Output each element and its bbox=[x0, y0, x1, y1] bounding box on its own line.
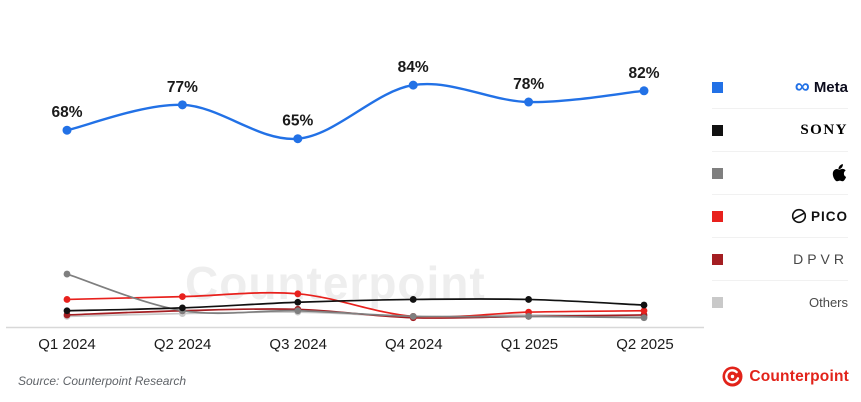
legend-item-dpvr: DPVR bbox=[712, 238, 848, 281]
meta-infinity-icon: ∞ bbox=[794, 75, 810, 98]
legend-label-pico: PICO bbox=[810, 208, 848, 224]
data-point-sony bbox=[63, 307, 71, 315]
legend: ∞ Meta SONY bbox=[712, 66, 848, 323]
data-point-apple bbox=[63, 270, 71, 278]
legend-swatch-others bbox=[712, 296, 723, 308]
x-axis-label: Q3 2024 bbox=[269, 336, 327, 353]
data-label: 82% bbox=[628, 65, 659, 82]
legend-item-others: Others bbox=[712, 281, 848, 323]
data-point-pico bbox=[179, 293, 186, 301]
x-axis-label: Q2 2025 bbox=[616, 336, 674, 353]
data-point-meta bbox=[524, 97, 534, 107]
pico-logo-icon bbox=[791, 208, 807, 224]
data-point-sony bbox=[525, 296, 532, 303]
legend-swatch-meta bbox=[712, 81, 723, 93]
apple-logo-icon bbox=[831, 163, 848, 183]
legend-item-pico: PICO bbox=[712, 195, 848, 238]
legend-swatch-pico bbox=[712, 210, 723, 222]
data-point-sony bbox=[409, 296, 417, 303]
legend-swatch-apple bbox=[712, 167, 723, 179]
data-point-meta bbox=[408, 80, 418, 90]
x-axis-label: Q1 2025 bbox=[500, 336, 559, 353]
series-line-pico bbox=[66, 291, 645, 319]
data-point-sony bbox=[179, 304, 186, 312]
data-label: 68% bbox=[51, 104, 82, 121]
legend-label-dpvr: DPVR bbox=[793, 251, 848, 267]
sony-logo: SONY bbox=[800, 122, 848, 139]
series-line-meta bbox=[66, 82, 645, 140]
data-label: 78% bbox=[513, 76, 544, 93]
line-chart-canvas: 68% 77% 65% 84% 78% 82% bbox=[6, 59, 704, 329]
data-point-pico bbox=[640, 307, 648, 315]
others-label: Others bbox=[809, 295, 848, 310]
legend-label-others: Others bbox=[808, 294, 848, 310]
counterpoint-logo: Counterpoint bbox=[722, 366, 849, 387]
series-line-sony bbox=[66, 298, 645, 312]
x-axis-label: Q1 2024 bbox=[38, 336, 96, 353]
legend-item-apple bbox=[712, 152, 848, 195]
meta-logo: ∞ Meta bbox=[794, 75, 848, 98]
legend-item-meta: ∞ Meta bbox=[712, 66, 848, 109]
dpvr-logo: DPVR bbox=[793, 251, 848, 267]
data-point-apple bbox=[409, 312, 417, 320]
legend-swatch-sony bbox=[712, 124, 723, 136]
data-point-pico bbox=[294, 290, 302, 298]
legend-label-meta: Meta bbox=[813, 78, 848, 96]
data-point-apple bbox=[294, 307, 302, 315]
data-point-apple bbox=[525, 312, 532, 320]
x-axis: Q1 2024 Q2 2024 Q3 2024 Q4 2024 Q1 2025 … bbox=[12, 336, 700, 353]
data-point-meta bbox=[639, 86, 649, 96]
data-point-meta bbox=[62, 125, 72, 135]
x-axis-label: Q2 2024 bbox=[153, 336, 212, 353]
series-line-apple bbox=[66, 273, 645, 319]
legend-item-sony: SONY bbox=[712, 109, 848, 152]
legend-swatch-dpvr bbox=[712, 253, 723, 265]
data-point-pico bbox=[63, 296, 71, 303]
data-point-sony bbox=[640, 301, 648, 309]
data-point-apple bbox=[640, 314, 648, 322]
data-label: 65% bbox=[282, 113, 313, 130]
data-point-meta bbox=[177, 100, 187, 110]
x-axis-label: Q4 2024 bbox=[385, 336, 443, 353]
counterpoint-circle-icon bbox=[722, 366, 743, 387]
source-attribution: Source: Counterpoint Research bbox=[18, 374, 187, 388]
pico-logo: PICO bbox=[791, 208, 848, 224]
legend-label-sony: SONY bbox=[800, 121, 848, 138]
data-point-sony bbox=[294, 298, 302, 306]
data-point-meta bbox=[293, 134, 303, 144]
data-label: 77% bbox=[167, 79, 198, 96]
counterpoint-wordmark: Counterpoint bbox=[749, 367, 849, 385]
data-label: 84% bbox=[398, 59, 429, 76]
